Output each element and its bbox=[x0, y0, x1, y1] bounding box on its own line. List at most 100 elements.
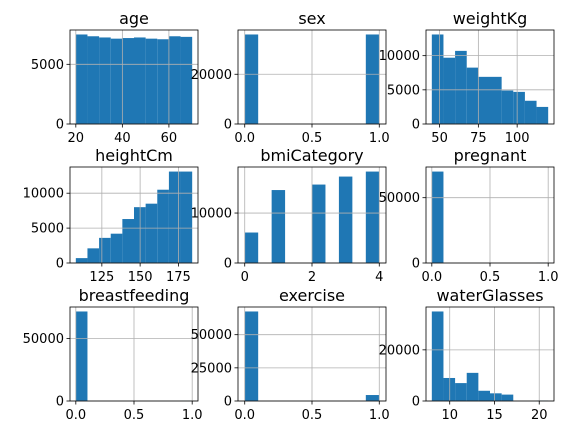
bar-bmiCategory-5 bbox=[312, 184, 326, 263]
axes-frame-age bbox=[69, 29, 199, 125]
y-tick-label-exercise-1: 25000 bbox=[191, 361, 232, 376]
y-tick-label-exercise-0: 0 bbox=[224, 395, 232, 410]
bar-bmiCategory-0 bbox=[244, 232, 259, 263]
y-tick-label-heightCm-1: 5000 bbox=[31, 222, 64, 237]
x-tick-label-age-1: 40 bbox=[114, 131, 131, 146]
bar-waterGlasses-4 bbox=[478, 390, 490, 401]
bar-weightKg-9 bbox=[536, 106, 549, 124]
y-tick-label-bmiCategory-1: 10000 bbox=[191, 207, 232, 222]
bar-heightCm-1 bbox=[87, 248, 100, 263]
y-tick-label-breastfeeding-1: 50000 bbox=[23, 332, 64, 347]
panel-title-weightKg: weightKg bbox=[453, 9, 528, 28]
bar-bmiCategory-7 bbox=[338, 176, 353, 263]
x-tick-label-bmiCategory-1: 2 bbox=[308, 270, 316, 285]
bar-waterGlasses-0 bbox=[431, 311, 444, 401]
bar-heightCm-3 bbox=[110, 233, 123, 263]
x-tick-label-bmiCategory-0: 0 bbox=[241, 270, 249, 285]
bar-waterGlasses-1 bbox=[443, 377, 456, 401]
bar-weightKg-5 bbox=[490, 76, 502, 124]
x-tick-label-heightCm-0: 125 bbox=[89, 270, 114, 285]
y-tick-label-weightKg-2: 10000 bbox=[379, 49, 420, 64]
axes-frame-heightCm bbox=[69, 166, 199, 264]
x-tick-label-sex-1: 0.5 bbox=[302, 131, 323, 146]
y-tick-label-heightCm-2: 10000 bbox=[23, 187, 64, 202]
x-tick-label-pregnant-1: 0.5 bbox=[480, 270, 501, 285]
x-tick-label-bmiCategory-2: 4 bbox=[375, 270, 383, 285]
x-tick-label-weightKg-1: 75 bbox=[470, 131, 487, 146]
bar-age-9 bbox=[180, 36, 193, 124]
panel-title-age: age bbox=[119, 9, 149, 28]
bar-exercise-0 bbox=[244, 311, 259, 401]
x-tick-label-age-0: 20 bbox=[68, 131, 85, 146]
bar-heightCm-6 bbox=[145, 203, 158, 263]
y-tick-label-pregnant-1: 50000 bbox=[379, 191, 420, 206]
bar-waterGlasses-2 bbox=[455, 383, 467, 401]
panel-waterGlasses: 10 15 20 0 20000 waterGlasses bbox=[379, 286, 555, 423]
bar-heightCm-0 bbox=[75, 258, 88, 263]
bar-age-2 bbox=[99, 37, 111, 125]
bar-age-6 bbox=[145, 38, 158, 124]
x-tick-label-pregnant-2: 1.0 bbox=[538, 270, 559, 285]
x-tick-label-breastfeeding-0: 0.0 bbox=[65, 408, 86, 423]
y-tick-label-exercise-2: 50000 bbox=[191, 328, 232, 343]
y-tick-label-heightCm-0: 0 bbox=[56, 257, 64, 272]
bar-age-5 bbox=[134, 37, 146, 125]
bar-waterGlasses-6 bbox=[501, 394, 514, 401]
axes-frame-weightKg bbox=[425, 29, 555, 125]
panel-title-pregnant: pregnant bbox=[454, 146, 527, 165]
bar-exercise-9 bbox=[365, 395, 380, 401]
axes-frame-waterGlasses bbox=[425, 306, 555, 402]
bar-age-7 bbox=[157, 39, 169, 124]
y-tick-label-waterGlasses-1: 20000 bbox=[379, 343, 420, 358]
x-tick-label-exercise-1: 0.5 bbox=[302, 408, 323, 423]
x-tick-label-heightCm-1: 150 bbox=[128, 270, 153, 285]
bar-sex-9 bbox=[365, 34, 380, 124]
panel-pregnant: 0.0 0.5 1.0 0 50000 pregnant bbox=[379, 146, 559, 285]
panel-sex: 0.0 0.5 1.0 0 20000 sex bbox=[191, 9, 390, 146]
x-tick-label-waterGlasses-1: 15 bbox=[486, 408, 503, 423]
bar-breastfeeding-0 bbox=[75, 311, 88, 401]
y-tick-label-age-1: 5000 bbox=[31, 58, 64, 73]
panel-title-exercise: exercise bbox=[279, 286, 345, 305]
x-tick-label-waterGlasses-0: 10 bbox=[441, 408, 458, 423]
bar-heightCm-9 bbox=[180, 171, 193, 263]
x-tick-label-pregnant-0: 0.0 bbox=[421, 270, 442, 285]
panel-breastfeeding: 0.0 0.5 1.0 0 50000 breastfeeding bbox=[23, 286, 203, 423]
panel-title-sex: sex bbox=[298, 9, 325, 28]
bar-heightCm-4 bbox=[122, 219, 134, 263]
bar-weightKg-1 bbox=[443, 57, 456, 124]
bar-sex-0 bbox=[244, 34, 259, 124]
panel-title-heightCm: heightCm bbox=[95, 146, 173, 165]
bar-weightKg-4 bbox=[478, 76, 490, 124]
bar-heightCm-2 bbox=[99, 237, 111, 263]
x-tick-label-breastfeeding-1: 0.5 bbox=[124, 408, 145, 423]
panel-age: 20 40 60 0 5000 age bbox=[31, 9, 199, 146]
bar-age-4 bbox=[122, 38, 134, 124]
y-tick-label-age-0: 0 bbox=[56, 118, 64, 133]
y-tick-label-weightKg-1: 5000 bbox=[387, 83, 420, 98]
bar-weightKg-2 bbox=[455, 50, 467, 124]
x-tick-label-weightKg-2: 100 bbox=[505, 131, 530, 146]
bar-heightCm-8 bbox=[168, 171, 181, 263]
bar-weightKg-3 bbox=[466, 67, 479, 124]
y-tick-label-breastfeeding-0: 0 bbox=[56, 395, 64, 410]
y-tick-label-sex-0: 0 bbox=[224, 118, 232, 133]
bar-weightKg-7 bbox=[513, 91, 525, 124]
panel-exercise: 0.0 0.5 1.0 0 25000 50000 exercise bbox=[191, 286, 390, 423]
x-tick-label-heightCm-2: 175 bbox=[166, 270, 191, 285]
panel-bmiCategory: 0 2 4 0 10000 bmiCategory bbox=[191, 146, 387, 285]
panel-title-breastfeeding: breastfeeding bbox=[79, 286, 190, 305]
x-tick-label-weightKg-0: 50 bbox=[431, 131, 448, 146]
y-tick-label-bmiCategory-0: 0 bbox=[224, 257, 232, 272]
x-tick-label-exercise-0: 0.0 bbox=[234, 408, 255, 423]
panel-title-bmiCategory: bmiCategory bbox=[260, 146, 363, 165]
bar-weightKg-0 bbox=[431, 34, 444, 124]
x-tick-label-breastfeeding-2: 1.0 bbox=[182, 408, 203, 423]
bar-age-3 bbox=[110, 38, 123, 124]
y-tick-label-weightKg-0: 0 bbox=[412, 118, 420, 133]
x-tick-label-waterGlasses-2: 20 bbox=[531, 408, 548, 423]
bar-age-0 bbox=[75, 34, 88, 124]
bar-weightKg-6 bbox=[501, 90, 514, 124]
panel-heightCm: 125 150 175 0 5000 10000 heightCm bbox=[23, 146, 199, 285]
